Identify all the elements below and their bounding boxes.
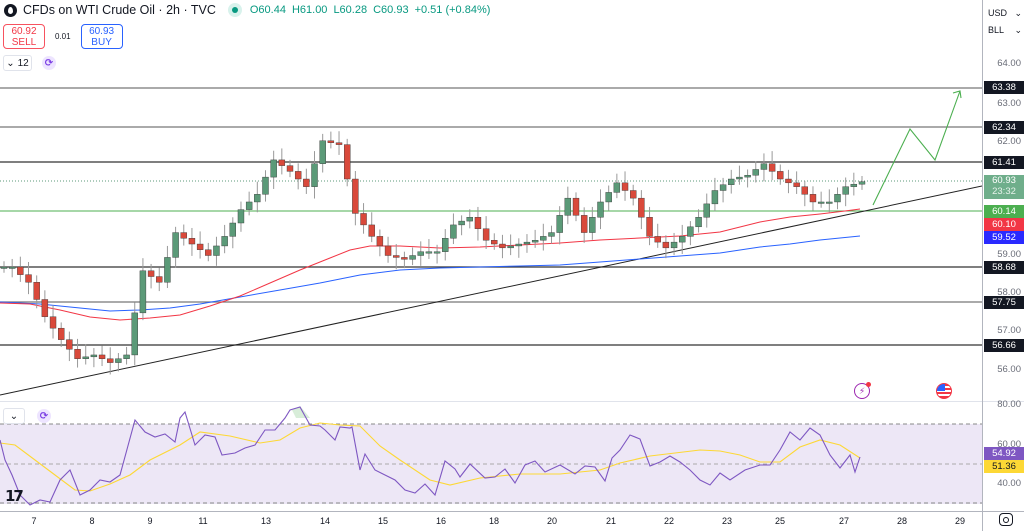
rsi-sync-icon[interactable]: ⟳ [37, 409, 51, 423]
trade-panel: 60.92 SELL 0.01 60.93 BUY [3, 24, 123, 49]
time-tick: 16 [435, 516, 447, 526]
time-tick: 29 [954, 516, 966, 526]
time-tick: 28 [896, 516, 908, 526]
unit-label: BLL [988, 25, 1005, 35]
rsi-collapse-button[interactable]: ⌄ [3, 408, 25, 424]
settings-gear-icon[interactable] [999, 513, 1013, 526]
time-tick: 11 [198, 516, 208, 526]
time-tick: 20 [546, 516, 558, 526]
time-tick: 18 [488, 516, 500, 526]
time-tick: 23 [721, 516, 733, 526]
level-badge-r1: 61.41 [984, 156, 1024, 169]
price-tick: 64.00 [997, 58, 1021, 69]
last-price: 60.93 [992, 175, 1016, 186]
price-chart-canvas[interactable] [0, 0, 982, 531]
chevron-down-icon: ⌄ [9, 410, 19, 422]
time-tick: 13 [260, 516, 272, 526]
unit-select[interactable]: BLL ⌄ [988, 25, 1022, 36]
currency-label: USD [988, 8, 1008, 18]
indicator-count: 12 [17, 57, 29, 69]
price-tick: 58.00 [997, 287, 1021, 298]
market-open-icon [227, 3, 242, 17]
low-value: L60.28 [333, 4, 368, 16]
indicators-toggle-button[interactable]: ⌄ 12 [3, 55, 32, 71]
ema-red-badge: 60.10 [984, 218, 1024, 231]
level-badge-r2: 62.34 [984, 121, 1024, 134]
candlestick-series [0, 131, 866, 375]
sell-label: SELL [11, 37, 37, 48]
time-tick: 15 [377, 516, 389, 526]
price-tick: 57.00 [997, 325, 1021, 336]
flash-event-icon[interactable]: ⚡ [854, 382, 871, 399]
symbol-title[interactable]: CFDs on WTI Crude Oil · 2h · TVC [23, 3, 216, 17]
rsi-tick: 80.00 [997, 399, 1021, 410]
projection-arrowhead [952, 90, 962, 99]
bar-countdown: 23:32 [992, 186, 1016, 197]
level-badge-r3: 63.38 [984, 81, 1024, 94]
oil-drop-icon [4, 3, 17, 17]
high-value: H61.00 [291, 4, 328, 16]
chevron-down-icon: ⌄ [6, 57, 15, 69]
level-badge-s2: 57.75 [984, 296, 1024, 309]
projection-path [872, 90, 961, 206]
sell-button[interactable]: 60.92 SELL [3, 24, 45, 49]
time-tick: 27 [838, 516, 850, 526]
ema-blue-badge: 59.52 [984, 231, 1024, 244]
open-value: O60.44 [249, 4, 286, 16]
level-badge-s1: 58.68 [984, 261, 1024, 274]
rsi-ma-line [0, 422, 861, 492]
price-tick: 63.00 [997, 98, 1021, 109]
axis-corner-divider [983, 511, 1024, 512]
buy-button[interactable]: 60.93 BUY [80, 24, 123, 49]
axis-pane-divider [983, 401, 1024, 402]
rsi-overbought-fill [292, 406, 310, 418]
last-price-badge: 60.93 23:32 [984, 175, 1024, 199]
symbol-header: CFDs on WTI Crude Oil · 2h · TVC O60.44 … [4, 3, 490, 17]
sell-price: 60.92 [11, 26, 37, 37]
price-tick: 62.00 [997, 136, 1021, 147]
buy-price: 60.93 [89, 26, 115, 37]
time-tick: 22 [663, 516, 675, 526]
price-axis[interactable]: USD ⌄ BLL ⌄ 64.00 63.00 62.00 59.00 58.00 … [982, 0, 1024, 531]
tradingview-logo[interactable]: 17 [5, 487, 24, 505]
ema-green-badge: 60.14 [984, 205, 1024, 218]
time-tick: 7 [31, 516, 37, 526]
time-tick: 21 [605, 516, 617, 526]
time-tick: 14 [319, 516, 331, 526]
rsi-tick: 40.00 [997, 478, 1021, 489]
spread-value: 0.01 [55, 32, 71, 41]
chevron-down-icon: ⌄ [1014, 25, 1022, 35]
change-value: +0.51 (+0.84%) [414, 4, 491, 16]
chevron-down-icon: ⌄ [1014, 8, 1022, 18]
price-tick: 59.00 [997, 249, 1021, 260]
level-badge-s3: 56.66 [984, 339, 1024, 352]
rsi-pane-controls: ⌄ ⟳ [3, 408, 51, 424]
time-tick: 8 [89, 516, 95, 526]
buy-label: BUY [91, 37, 112, 48]
us-flag-event-icon[interactable] [936, 383, 952, 399]
sync-icon[interactable]: ⟳ [42, 56, 56, 70]
indicators-bar: ⌄ 12 ⟳ [3, 55, 56, 71]
rsi-tick: 60.00 [997, 439, 1021, 450]
currency-select[interactable]: USD ⌄ [988, 8, 1022, 19]
ascending-trendline[interactable] [0, 185, 982, 396]
rsi-ma-badge: 51.36 [984, 460, 1024, 473]
sr-levels [0, 87, 982, 346]
ohlc-values: O60.44 H61.00 L60.28 C60.93 +0.51 (+0.84… [250, 4, 491, 16]
close-value: C60.93 [373, 4, 409, 16]
rsi-value-badge: 54.92 [984, 447, 1024, 460]
time-tick: 9 [147, 516, 153, 526]
time-tick: 25 [774, 516, 786, 526]
rsi-line [0, 406, 861, 506]
price-tick: 56.00 [997, 364, 1021, 375]
